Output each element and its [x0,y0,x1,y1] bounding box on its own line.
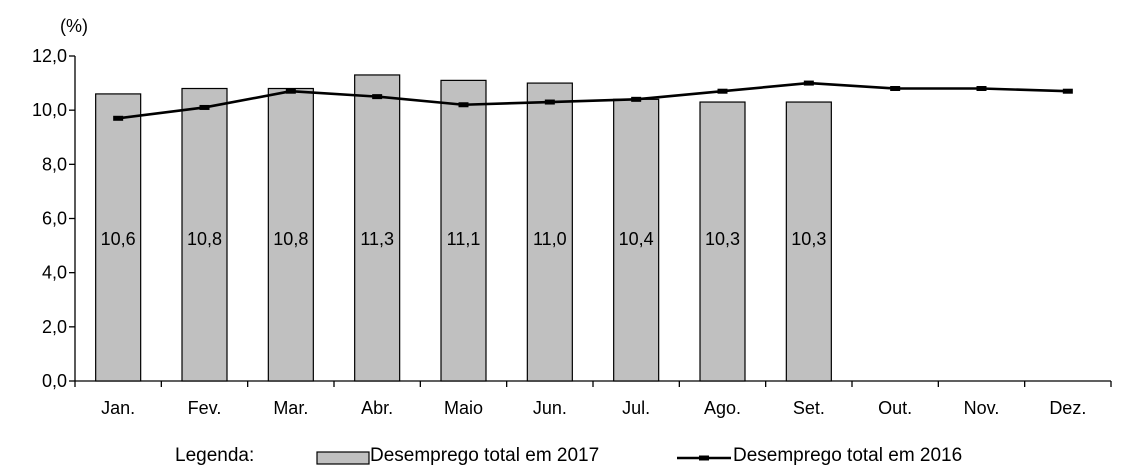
data-label: 10,3 [705,229,740,249]
line-point-out [890,86,901,91]
legend-label-2017: Desemprego total em 2017 [370,445,599,466]
bar-jun [526,82,573,382]
line-point-jan [113,115,124,121]
x-tick-label: Out. [878,398,912,418]
x-tick-label: Fev. [188,398,222,418]
line-point-mar [285,88,296,94]
data-label: 11,0 [533,229,567,249]
x-tick-label: Jan. [101,398,135,418]
y-tick-label: 12,0 [32,46,67,66]
y-tick-label: 4,0 [42,263,67,283]
data-labels: 10,6 10,8 10,8 11,3 11,1 11,0 10,4 10,3 10,3 [101,229,827,249]
line-point-nov [976,86,987,91]
bar-series-2017 [95,74,832,382]
y-unit-label: (%) [60,16,88,36]
data-label: 10,8 [273,229,308,249]
bar-ago [699,101,746,382]
y-tick-label: 0,0 [42,371,67,391]
y-tick-label: 6,0 [42,209,67,229]
data-label: 10,6 [101,229,136,249]
data-label: 10,4 [619,229,654,249]
bar-mar [267,87,314,382]
y-tick-label: 10,0 [32,100,67,120]
x-tick-label: Nov. [964,398,1000,418]
y-tick-label: 8,0 [42,154,67,174]
legend-title: Legenda: [175,445,254,466]
data-label: 11,3 [360,229,394,249]
x-tick-label: Abr. [361,398,393,418]
x-tick-label: Jul. [622,398,650,418]
legend: Legenda: Desemprego total em 2017 Desemp… [175,445,962,466]
bar-maio [440,79,487,382]
data-label: 11,1 [447,229,481,249]
x-tick-label: Dez. [1049,398,1086,418]
x-tick-label: Jun. [533,398,567,418]
line-point-dez [1062,88,1073,94]
bar-fev [181,87,228,382]
bar-abr [354,74,401,382]
bar-jan [95,93,142,382]
x-tick-label: Mar. [273,398,308,418]
line-point-ago [717,88,728,94]
line-series-2016 [113,80,1073,121]
line-point-fev [199,104,210,110]
data-label: 10,3 [791,229,826,249]
x-tick-label: Set. [793,398,825,418]
line-point-maio [458,102,469,108]
line-point-set [803,80,814,86]
bar-set [785,101,832,382]
data-label: 10,8 [187,229,222,249]
x-tick-label: Maio [444,398,483,418]
line-point-abr [372,94,383,100]
y-tick-label: 2,0 [42,317,67,337]
x-axis: Jan. Fev. Mar. Abr. Maio Jun. Jul. Ago. Set. Out.… [74,380,1112,418]
x-tick-label: Ago. [704,398,741,418]
line-point-jul [631,96,642,102]
line-2016 [118,81,1068,120]
legend-swatch-2017 [316,451,370,465]
line-point-jun [544,99,555,105]
legend-label-2016: Desemprego total em 2016 [733,445,962,466]
y-axis: 0,0 2,0 4,0 6,0 8,0 10,0 12,0 [32,46,76,391]
bar-jul [613,98,660,382]
